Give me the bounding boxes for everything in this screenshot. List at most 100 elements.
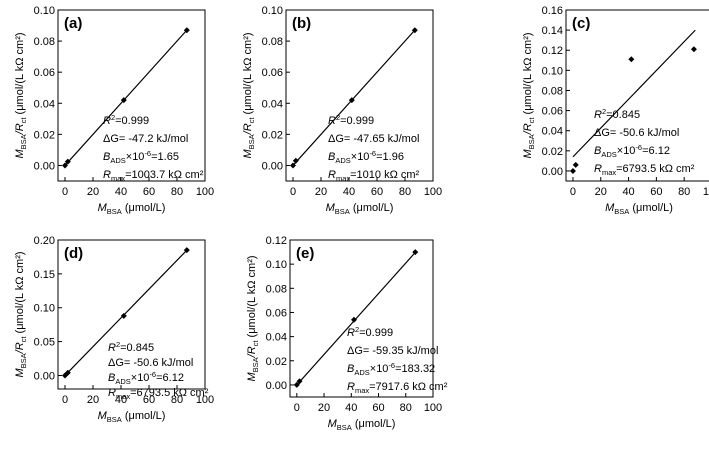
y-tick-label: 0.10 [266,259,287,271]
annotation-r-max: Rmax=7917.6 kΩ cm² [347,381,448,395]
panel-label: (c) [572,15,590,32]
data-point [183,247,190,254]
annotation-delta-g: ΔG= -59.35 kJ/mol [347,345,438,357]
y-tick-label: 0.10 [262,5,283,17]
x-axis-label: MBSA (μmol/L) [98,202,166,216]
y-tick-label: 0.06 [266,307,287,319]
chart-panel-2: 0 20 40 60 80 100 0.00 0.02 0.04 0.06 0.08 0.10 (b) M… [242,5,442,216]
annotation-b-ads: BADS×10-6=6.12 [108,370,184,386]
y-tick-label: 0.20 [34,235,55,247]
data-point [572,161,579,168]
x-tick-label: 0 [62,186,68,198]
x-tick-label: 20 [315,186,327,198]
data-point [292,157,299,164]
x-tick-label: 60 [650,186,662,198]
y-tick-label: 0.06 [262,67,283,79]
x-tick-label: 40 [622,186,634,198]
fit-line [64,28,189,166]
annotation-r-max: Rmax=6793.5 kΩ cm² [108,387,209,401]
y-tick-label: 0.04 [262,98,283,110]
annotation-r2: R2=0.999 [103,113,149,127]
x-tick-label: 100 [703,186,709,198]
y-tick-label: 0.15 [34,269,55,281]
x-tick-label: 20 [87,186,99,198]
annotation-r-max: Rmax=1003.7 kΩ cm² [103,169,204,183]
y-tick-label: 0.04 [542,126,563,138]
chart-panel-3: 0 20 40 60 80 100 0.00 0.02 0.04 0.06 0.08 0.10 0.12… [522,5,709,216]
fit-line [292,28,417,166]
fit-line [296,250,418,386]
x-axis-label: MBSA (μmol/L) [328,418,396,432]
x-tick-label: 100 [196,186,214,198]
panel-label: (a) [64,15,82,32]
annotation-b-ads: BADS×10-6=6.12 [594,143,670,159]
annotation-b-ads: BADS×10-6=1.65 [103,149,179,165]
data-point [628,56,635,63]
y-tick-label: 0.02 [266,356,287,368]
y-axis-label: MBSA/Rct (μmol/(L kΩ cm²) [522,32,536,158]
annotation-delta-g: ΔG= -47.2 kJ/mol [103,133,188,145]
y-tick-label: 0.14 [542,25,563,37]
y-tick-label: 0.02 [262,129,283,141]
x-tick-label: 0 [290,186,296,198]
y-tick-label: 0.05 [34,337,55,349]
x-tick-label: 40 [115,394,127,406]
y-tick-label: 0.00 [34,160,55,172]
y-tick-label: 0.16 [542,5,563,17]
panel-label: (d) [64,245,83,262]
x-tick-label: 60 [372,402,384,414]
annotation-b-ads: BADS×10-6=1.96 [328,149,404,165]
y-axis-label: MBSA/Rct (μmol/(L kΩ cm²) [242,32,256,158]
y-tick-label: 0.00 [34,370,55,382]
chart-panel-1: 0 20 40 60 80 100 0.00 0.02 0.04 0.06 0.08 0.10 (a) M… [14,5,214,216]
y-tick-label: 0.10 [34,5,55,17]
x-tick-label: 60 [371,186,383,198]
x-tick-label: 40 [343,186,355,198]
x-axis-label: MBSA (μmol/L) [605,202,673,216]
annotation-delta-g: ΔG= -50.6 kJ/mol [108,357,193,369]
x-tick-label: 40 [345,402,357,414]
data-point [120,312,127,319]
data-point [62,162,68,169]
data-point [290,162,296,169]
data-point [348,97,355,104]
y-tick-label: 0.08 [34,36,55,48]
data-point [296,378,303,385]
plot-frame [285,9,434,182]
x-tick-label: 60 [143,394,155,406]
y-tick-label: 0.08 [266,283,287,295]
annotation-r-max: Rmax=1010 kΩ cm² [328,169,420,183]
fit-line [64,248,189,376]
data-point [293,381,300,388]
plot-frame [57,9,206,182]
chart-panel-4: 0 20 40 60 80 100 0.00 0.05 0.10 0.15 0.20 (d) MBSA … [14,235,214,424]
y-tick-label: 0.08 [262,36,283,48]
data-point [569,167,576,174]
y-tick-label: 0.00 [542,166,563,178]
x-tick-label: 0 [62,394,68,406]
y-tick-label: 0.10 [542,65,563,77]
data-point [690,46,697,53]
annotation-delta-g: ΔG= -47.65 kJ/mol [328,133,419,145]
x-axis-label: MBSA (μmol/L) [326,202,394,216]
y-tick-label: 0.00 [266,380,287,392]
plot-frame [289,239,434,398]
data-point [183,27,190,34]
x-tick-label: 40 [115,186,127,198]
x-tick-label: 100 [424,186,442,198]
y-tick-label: 0.04 [266,332,287,344]
x-tick-label: 60 [143,186,155,198]
data-point [64,158,71,165]
annotation-r-max: Rmax=6793.5 kΩ cm² [594,163,695,177]
x-tick-label: 80 [678,186,690,198]
x-tick-label: 0 [570,186,576,198]
data-point [120,97,127,104]
y-tick-label: 0.06 [542,106,563,118]
y-axis-label: MBSA/Rct (μmol/(L kΩ cm²) [246,255,260,381]
y-axis-label: MBSA/Rct (μmol/(L kΩ cm²) [14,32,28,158]
y-tick-label: 0.08 [542,85,563,97]
annotation-r2: R2=0.845 [594,107,640,121]
annotation-r2: R2=0.999 [328,113,374,127]
x-axis-label: MBSA (μmol/L) [98,410,166,424]
